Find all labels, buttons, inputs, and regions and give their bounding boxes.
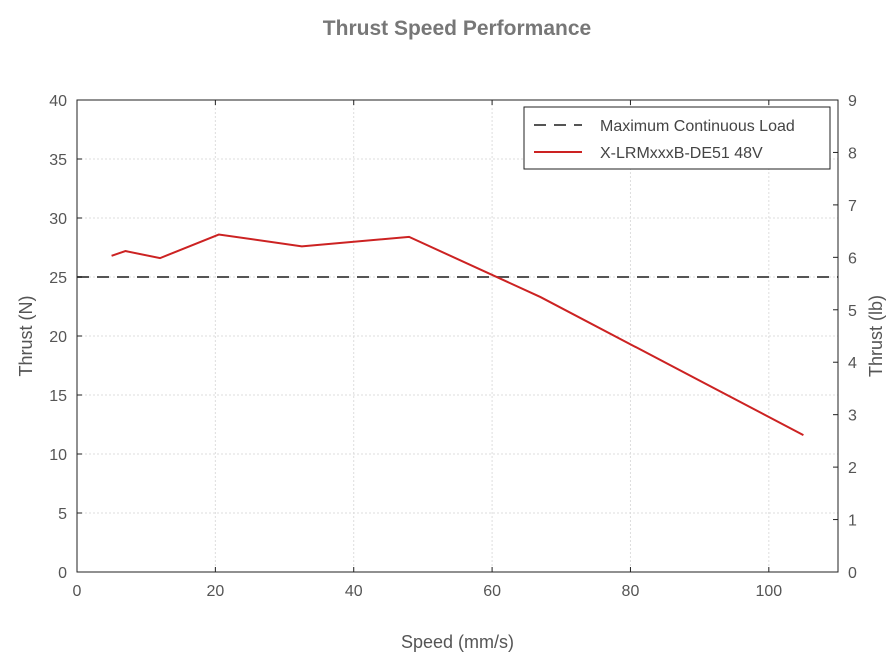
y-tick-label: 15	[49, 388, 67, 405]
y2-tick-label: 0	[848, 565, 857, 582]
chart-title: Thrust Speed Performance	[323, 17, 591, 40]
y2-tick-label: 8	[848, 145, 857, 162]
y-tick-label: 25	[49, 270, 67, 287]
y2-tick-label: 5	[848, 303, 857, 320]
y2-tick-label: 7	[848, 198, 857, 215]
legend-box	[523, 106, 831, 170]
x-tick-label: 60	[483, 583, 501, 600]
y2-tick-label: 3	[848, 408, 857, 425]
x-axis-label: Speed (mm/s)	[401, 632, 514, 652]
legend-label-1: X-LRMxxxB-DE51 48V	[600, 145, 763, 162]
axis-ticks: 0 20 40 60 80 100 0 5 10 15 20 25 30 35 40 0 1 2 3 4 5 6 7 8 9	[49, 93, 857, 600]
y2-tick-label: 1	[848, 513, 857, 530]
x-tick-label: 0	[73, 583, 82, 600]
y2-tick-label: 4	[848, 355, 857, 372]
x-tick-label: 80	[622, 583, 640, 600]
y2-tick-label: 9	[848, 93, 857, 110]
series-lines	[77, 233, 838, 437]
y-tick-label: 30	[49, 211, 67, 228]
y-tick-label: 0	[58, 565, 67, 582]
y-axis-label-right: Thrust (lb)	[866, 295, 886, 377]
y2-tick-label: 6	[848, 250, 857, 267]
y-tick-label: 5	[58, 506, 67, 523]
grid	[76, 99, 838, 573]
y-tick-label: 10	[49, 447, 67, 464]
y-tick-label: 35	[49, 152, 67, 169]
x-tick-label: 40	[345, 583, 363, 600]
legend: Maximum Continuous Load X-LRMxxxB-DE51 48…	[523, 106, 831, 170]
legend-label-0: Maximum Continuous Load	[600, 118, 795, 135]
y2-tick-label: 2	[848, 460, 857, 477]
y-tick-label: 40	[49, 93, 67, 110]
x-tick-label: 100	[755, 583, 782, 600]
y-tick-label: 20	[49, 329, 67, 346]
x-tick-label: 20	[206, 583, 224, 600]
series-line-1	[111, 233, 804, 437]
y-axis-label-left: Thrust (N)	[16, 296, 36, 377]
